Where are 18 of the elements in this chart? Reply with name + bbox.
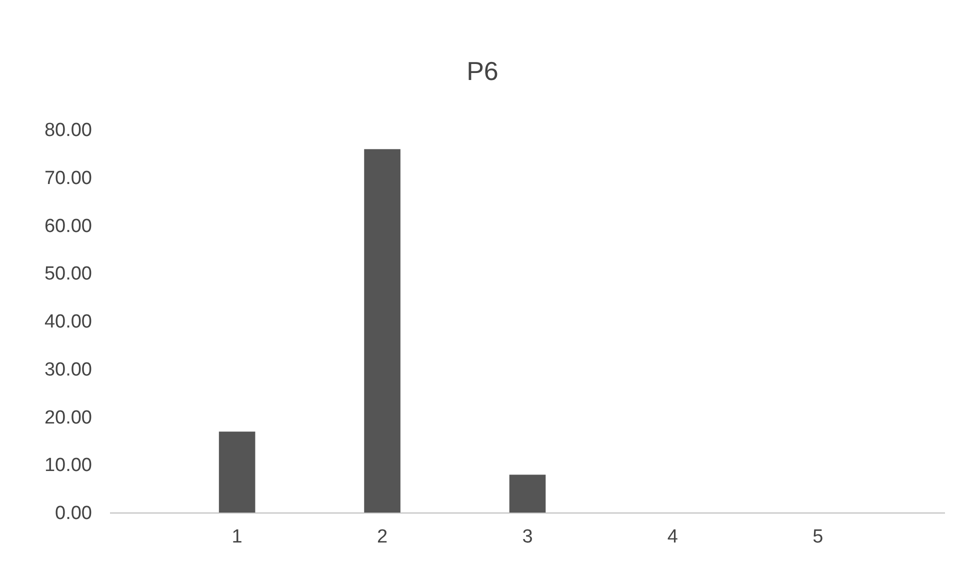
y-tick-label: 60.00 <box>44 216 92 237</box>
y-tick-label: 30.00 <box>44 359 92 380</box>
bar <box>218 432 256 513</box>
bar <box>509 474 546 513</box>
y-tick-label: 50.00 <box>44 264 92 285</box>
bar <box>364 149 400 513</box>
y-tick-label: 0.00 <box>55 503 92 524</box>
y-tick-label: 70.00 <box>44 168 92 189</box>
y-tick-label: 40.00 <box>44 312 92 333</box>
x-tick-label: 3 <box>522 526 533 548</box>
y-tick-label: 80.00 <box>44 120 92 142</box>
y-tick-label: 20.00 <box>44 407 92 428</box>
x-tick-label: 1 <box>232 526 242 548</box>
y-tick-label: 10.00 <box>44 455 92 476</box>
x-tick-label: 4 <box>667 526 678 548</box>
chart-title: P6 <box>466 56 498 86</box>
x-tick-label: 5 <box>812 526 824 548</box>
x-tick-label: 2 <box>376 526 388 548</box>
